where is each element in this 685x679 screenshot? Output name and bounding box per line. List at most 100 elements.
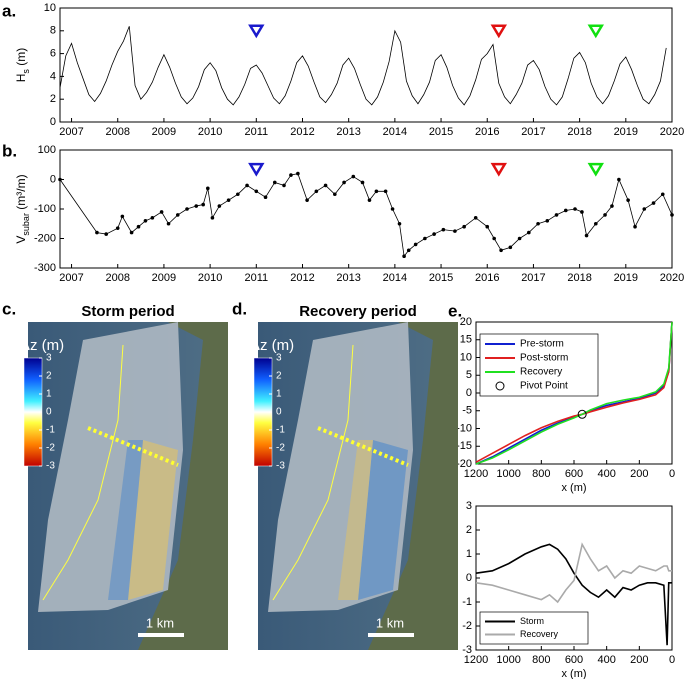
x-tick-label: 200: [630, 468, 648, 480]
data-point: [282, 183, 286, 188]
y-tick-label: 15: [460, 334, 472, 346]
series-line: [475, 543, 672, 646]
scale-bar: [368, 633, 414, 637]
data-point: [305, 198, 309, 202]
x-tick-label: 800: [532, 654, 550, 666]
plot-area: [59, 7, 673, 123]
y-tick-label: 0: [50, 116, 56, 128]
x-tick-label: 1200: [464, 468, 488, 480]
x-tick-label: 2015: [429, 272, 453, 284]
y-tick-label: -3: [462, 644, 472, 656]
scale-bar: [138, 633, 184, 637]
data-point: [367, 198, 372, 202]
map-title: Recovery period: [299, 303, 417, 320]
x-tick-label: 2018: [567, 272, 591, 284]
x-tick-label: 2007: [59, 272, 83, 284]
event-marker: [248, 24, 265, 39]
legend-label: Storm: [520, 616, 544, 626]
y-tick-label: -10: [456, 422, 472, 434]
x-tick-label: 2014: [383, 272, 407, 284]
legend: [479, 611, 589, 645]
y-tick-label: 0: [466, 387, 472, 399]
x-tick-label: 2011: [244, 126, 268, 138]
data-point: [545, 219, 550, 223]
data-point: [201, 202, 205, 207]
colorbar-tick-label: -2: [276, 443, 285, 454]
transect: [87, 426, 179, 467]
data-point: [610, 204, 614, 208]
y-tick-label: -20: [456, 458, 472, 470]
data-point: [390, 207, 395, 211]
data-point: [432, 232, 436, 236]
y-tick-label: 4: [50, 70, 56, 82]
data-point: [584, 233, 589, 238]
y-axis-label: Vsubar (m³/m): [14, 174, 31, 243]
shoreline: [42, 344, 124, 601]
land: [138, 322, 228, 650]
scale-label: 1 km: [146, 615, 174, 630]
legend-label: Recovery: [520, 629, 559, 639]
data-point: [120, 214, 125, 219]
x-tick-label: 2008: [105, 272, 129, 284]
x-tick-label: 2015: [429, 126, 453, 138]
panel-label: e.: [448, 301, 462, 320]
data-point: [492, 236, 496, 241]
y-axis-label: Hs (m): [14, 48, 31, 83]
data-point: [175, 213, 180, 217]
data-point: [150, 216, 155, 220]
y-label-main: V: [14, 236, 28, 244]
panel-label: d.: [232, 299, 247, 318]
data-point: [423, 236, 427, 241]
data-point: [166, 221, 171, 226]
y-label-sub: subar: [21, 213, 31, 236]
data-point: [374, 189, 379, 194]
x-tick-label: 2009: [152, 126, 176, 138]
change-band: [358, 440, 408, 600]
data-point: [536, 221, 540, 226]
data-point: [95, 230, 99, 235]
pivot-point: [577, 409, 587, 419]
event-marker: [248, 162, 265, 177]
data-point: [508, 245, 513, 250]
y-tick-label: 0: [50, 173, 56, 185]
y-tick-label: 6: [50, 48, 56, 60]
x-tick-label: 2017: [521, 126, 545, 138]
data-point: [272, 180, 277, 185]
x-tick-label: 2019: [614, 272, 638, 284]
data-point: [115, 226, 120, 230]
data-point: [143, 219, 148, 223]
data-point: [633, 224, 637, 229]
x-tick-label: 200: [630, 654, 648, 666]
x-tick-label: 600: [565, 654, 583, 666]
x-tick-label: 2019: [614, 126, 638, 138]
x-tick-label: 2011: [244, 272, 268, 284]
y-label-unit: (m³/m): [14, 174, 28, 213]
x-axis-label: x (m): [561, 668, 586, 679]
data-point: [441, 227, 446, 232]
scale-label: 1 km: [376, 615, 404, 630]
data-point: [333, 192, 337, 197]
y-tick-label: -1: [462, 596, 472, 608]
y-tick-label: 3: [466, 500, 472, 512]
change-band: [128, 440, 178, 600]
event-marker: [587, 24, 604, 39]
y-label-unit: (m): [14, 48, 28, 69]
data-point: [254, 189, 259, 194]
colorbar-tick-label: 3: [276, 353, 282, 364]
y-tick-label: 5: [466, 369, 472, 381]
data-point: [473, 216, 478, 220]
legend-label: Recovery: [520, 367, 562, 378]
event-marker: [490, 162, 508, 177]
y-tick-label: 10: [460, 351, 472, 363]
data-point: [129, 230, 134, 235]
data-point: [210, 216, 215, 220]
legend-label: Pre-storm: [520, 339, 564, 350]
y-tick-label: -200: [34, 232, 56, 244]
data-point: [402, 254, 406, 258]
colorbar-tick-label: 1: [46, 389, 52, 400]
x-tick-label: 2020: [660, 126, 684, 138]
x-tick-label: 1000: [496, 468, 520, 480]
x-tick-label: 2010: [198, 126, 222, 138]
change-band: [108, 440, 143, 600]
